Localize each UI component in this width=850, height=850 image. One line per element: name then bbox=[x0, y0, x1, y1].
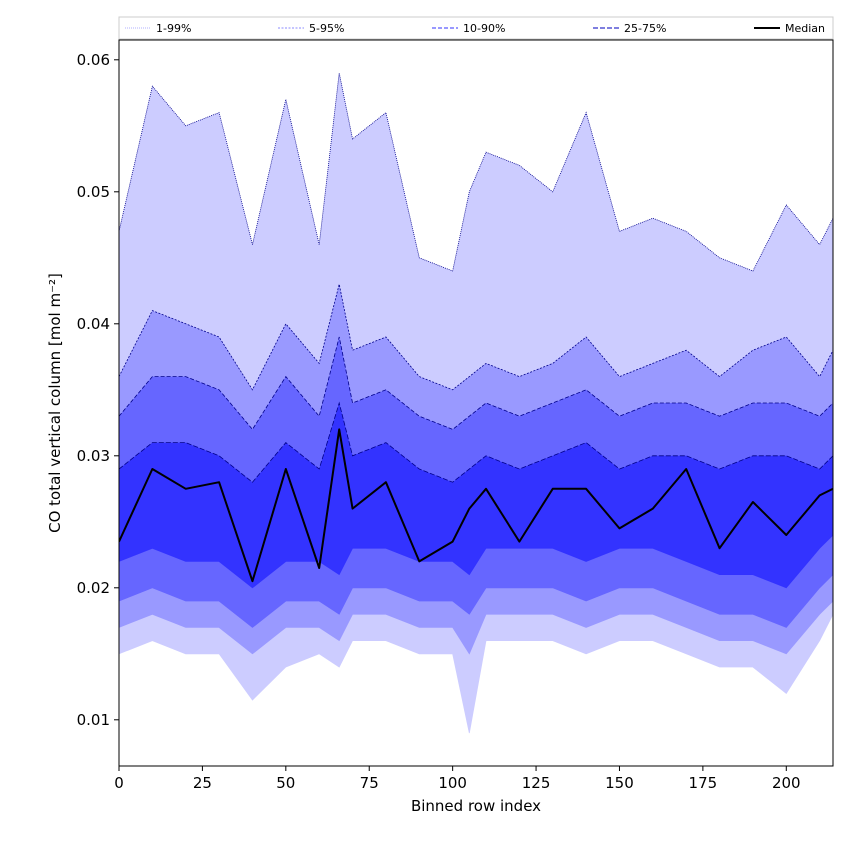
band-25-75 bbox=[119, 403, 833, 588]
band-5-95-upper-edge bbox=[119, 284, 833, 391]
x-tick-label: 100 bbox=[438, 774, 467, 792]
band-5-95-lower-edge bbox=[119, 600, 833, 655]
x-tick-label: 175 bbox=[689, 774, 718, 792]
x-tick-label: 150 bbox=[605, 774, 634, 792]
legend-label: 1-99% bbox=[156, 22, 191, 35]
x-tick-label: 50 bbox=[276, 774, 295, 792]
y-tick-label: 0.03 bbox=[77, 447, 110, 465]
band-1-99-lower-edge bbox=[119, 614, 833, 734]
x-tick-label: 75 bbox=[360, 774, 379, 792]
y-tick-label: 0.04 bbox=[77, 315, 110, 333]
band-10-90-upper-edge bbox=[119, 336, 833, 431]
x-axis-title: Binned row index bbox=[411, 797, 541, 815]
median-layer bbox=[119, 428, 833, 583]
legend-label: 10-90% bbox=[463, 22, 505, 35]
y-tick-label: 0.01 bbox=[77, 711, 110, 729]
y-tick-label: 0.05 bbox=[77, 183, 110, 201]
x-tick-label: 200 bbox=[772, 774, 801, 792]
x-axis: 0 25 50 75 100 125 150 175 200 bbox=[114, 766, 801, 792]
legend-label: 25-75% bbox=[624, 22, 666, 35]
percentile-bands bbox=[119, 72, 833, 734]
legend-label: Median bbox=[785, 22, 825, 35]
x-tick-label: 0 bbox=[114, 774, 124, 792]
legend: 1-99% 5-95% 10-90% 25-75% Median bbox=[118, 16, 834, 40]
y-tick-label: 0.06 bbox=[77, 51, 110, 69]
legend-frame bbox=[118, 16, 834, 40]
x-tick-label: 25 bbox=[193, 774, 212, 792]
band-25-75-lower-edge bbox=[119, 534, 833, 589]
legend-label: 5-95% bbox=[309, 22, 344, 35]
y-tick-label: 0.02 bbox=[77, 579, 110, 597]
x-tick-label: 125 bbox=[522, 774, 551, 792]
y-axis: 0.01 0.02 0.03 0.04 0.05 0.06 bbox=[77, 51, 119, 729]
plot-frame bbox=[118, 39, 834, 767]
band-10-90-lower-edge bbox=[119, 574, 833, 628]
y-axis-title: CO total vertical column [mol m⁻²] bbox=[46, 273, 64, 533]
median-line bbox=[119, 428, 833, 583]
band-25-75-upper-edge bbox=[119, 401, 833, 483]
band-1-99-upper-edge bbox=[119, 72, 833, 272]
